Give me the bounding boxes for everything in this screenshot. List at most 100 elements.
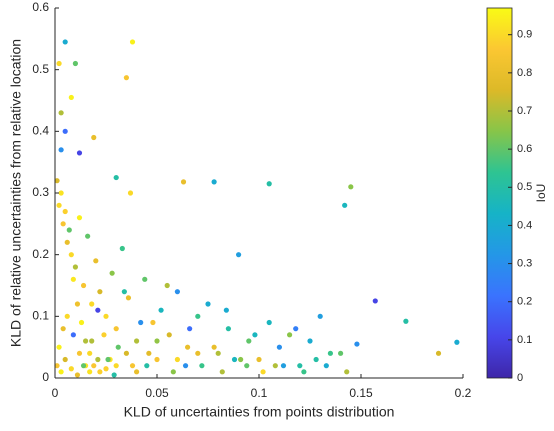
point	[127, 190, 134, 196]
point	[246, 338, 252, 344]
point	[174, 289, 180, 295]
point	[91, 134, 97, 141]
y-tick-label: 0.4	[32, 124, 49, 138]
point	[293, 326, 299, 332]
point	[62, 39, 68, 45]
point	[252, 332, 258, 338]
point	[215, 350, 221, 356]
point	[272, 363, 278, 369]
point	[56, 60, 62, 67]
point	[301, 369, 307, 375]
colorbar-tick-label: 0.1	[517, 334, 532, 346]
point	[76, 350, 83, 356]
point	[287, 332, 293, 338]
point	[103, 366, 109, 372]
point	[119, 245, 125, 252]
point	[97, 369, 103, 375]
point	[113, 326, 119, 332]
point	[95, 307, 101, 313]
point	[62, 208, 68, 215]
point	[60, 221, 66, 227]
point	[115, 344, 121, 350]
point	[182, 363, 189, 369]
y-tick-label: 0.1	[32, 309, 49, 323]
point	[144, 363, 150, 369]
point	[64, 239, 70, 245]
colorbar-tick-label: 0.2	[517, 296, 532, 308]
x-axis-label: KLD of uncertainties from points distrib…	[124, 404, 395, 420]
point	[266, 181, 272, 187]
point	[74, 301, 81, 307]
point	[244, 363, 250, 369]
point	[403, 318, 409, 324]
point	[58, 110, 64, 116]
point	[68, 252, 74, 258]
point	[372, 298, 378, 304]
point	[454, 339, 460, 345]
y-tick-label: 0	[42, 370, 49, 384]
point	[85, 233, 91, 239]
point	[87, 369, 93, 375]
point	[58, 147, 64, 153]
point	[68, 94, 74, 101]
point	[223, 307, 229, 313]
point	[62, 128, 68, 134]
point	[317, 313, 323, 319]
point	[146, 350, 152, 356]
point	[231, 356, 238, 363]
point	[180, 179, 187, 185]
y-tick-label: 0.6	[32, 0, 49, 14]
point	[93, 258, 99, 264]
x-tick-label: 0.1	[251, 386, 268, 400]
point	[238, 356, 244, 363]
point	[187, 326, 193, 332]
colorbar-tick-label: 0.8	[517, 67, 532, 79]
point	[297, 363, 303, 369]
point	[60, 326, 66, 332]
colorbar-tick-label: 0.4	[517, 219, 532, 231]
point	[170, 369, 176, 375]
point	[56, 344, 62, 350]
y-tick-label: 0.5	[32, 62, 49, 76]
point	[280, 363, 287, 369]
colorbar-tick-label: 0	[517, 372, 523, 384]
point	[54, 363, 60, 369]
point	[342, 202, 348, 208]
point	[54, 178, 60, 184]
colorbar-tick-label: 0.9	[517, 29, 532, 41]
point	[313, 356, 319, 363]
point	[70, 276, 76, 282]
point	[125, 295, 132, 301]
point	[101, 332, 107, 338]
point	[58, 190, 64, 196]
point	[89, 338, 95, 344]
point	[78, 319, 85, 326]
point	[195, 313, 201, 319]
point	[123, 75, 129, 81]
point	[225, 326, 231, 332]
point	[66, 227, 72, 233]
point	[154, 356, 160, 363]
point	[256, 356, 262, 363]
point	[435, 350, 442, 356]
point	[307, 338, 313, 344]
x-tick-label: 0.15	[349, 386, 373, 400]
point	[70, 332, 76, 338]
point	[138, 319, 144, 326]
point	[211, 344, 217, 350]
point	[344, 369, 350, 375]
point	[72, 60, 78, 67]
point	[62, 356, 68, 363]
colorbar-tick-label: 0.7	[517, 105, 532, 117]
colorbar-tick-label: 0.5	[517, 181, 532, 193]
x-tick-label: 0.05	[145, 386, 169, 400]
point	[323, 363, 329, 369]
point	[64, 313, 70, 319]
point	[74, 372, 81, 378]
point	[164, 282, 170, 289]
colorbar-tick-label: 0.6	[517, 143, 532, 155]
point	[185, 344, 191, 350]
point	[348, 184, 354, 190]
